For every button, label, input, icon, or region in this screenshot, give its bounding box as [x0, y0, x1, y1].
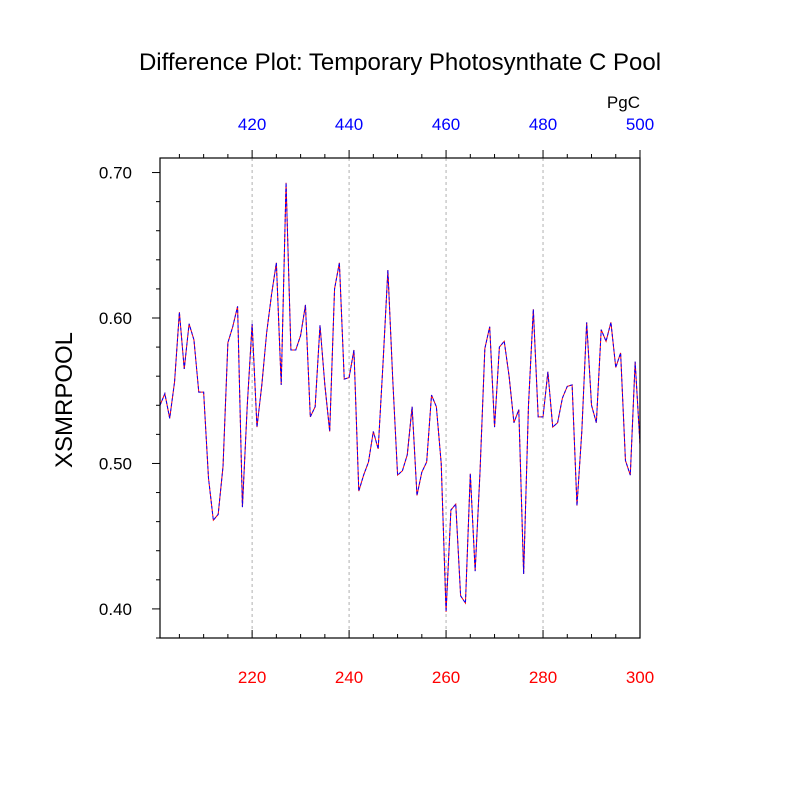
x-top-tick-label: 440: [335, 115, 363, 134]
x-top-tick-label: 420: [238, 115, 266, 134]
axis-layer: 220 240 260 280 300 420 440 460 480 500 0.40 0.50 0.…: [99, 115, 654, 687]
plot-frame: [159, 157, 641, 639]
x-bottom-tick-label: 220: [238, 668, 266, 687]
x-bottom-tick-label: 300: [626, 668, 654, 687]
x-top-tick-label: 500: [626, 115, 654, 134]
y-tick-label: 0.50: [99, 454, 132, 473]
series-line-bottom-axis: [159, 182, 641, 612]
y-tick-label: 0.60: [99, 309, 132, 328]
x-bottom-tick-label: 280: [529, 668, 557, 687]
x-bottom-tick-label: 240: [335, 668, 363, 687]
units-label: PgC: [607, 93, 640, 112]
x-top-tick-label: 480: [529, 115, 557, 134]
series-layer: [159, 182, 641, 612]
y-tick-label: 0.40: [99, 600, 132, 619]
series-line-top-axis: [159, 182, 641, 612]
chart-title: Difference Plot: Temporary Photosynthate…: [139, 49, 661, 76]
y-axis-label: XSMRPOOL: [51, 332, 78, 468]
x-bottom-tick-label: 260: [432, 668, 460, 687]
y-tick-label: 0.70: [99, 164, 132, 183]
x-top-tick-label: 460: [432, 115, 460, 134]
grid-layer: [251, 158, 544, 638]
